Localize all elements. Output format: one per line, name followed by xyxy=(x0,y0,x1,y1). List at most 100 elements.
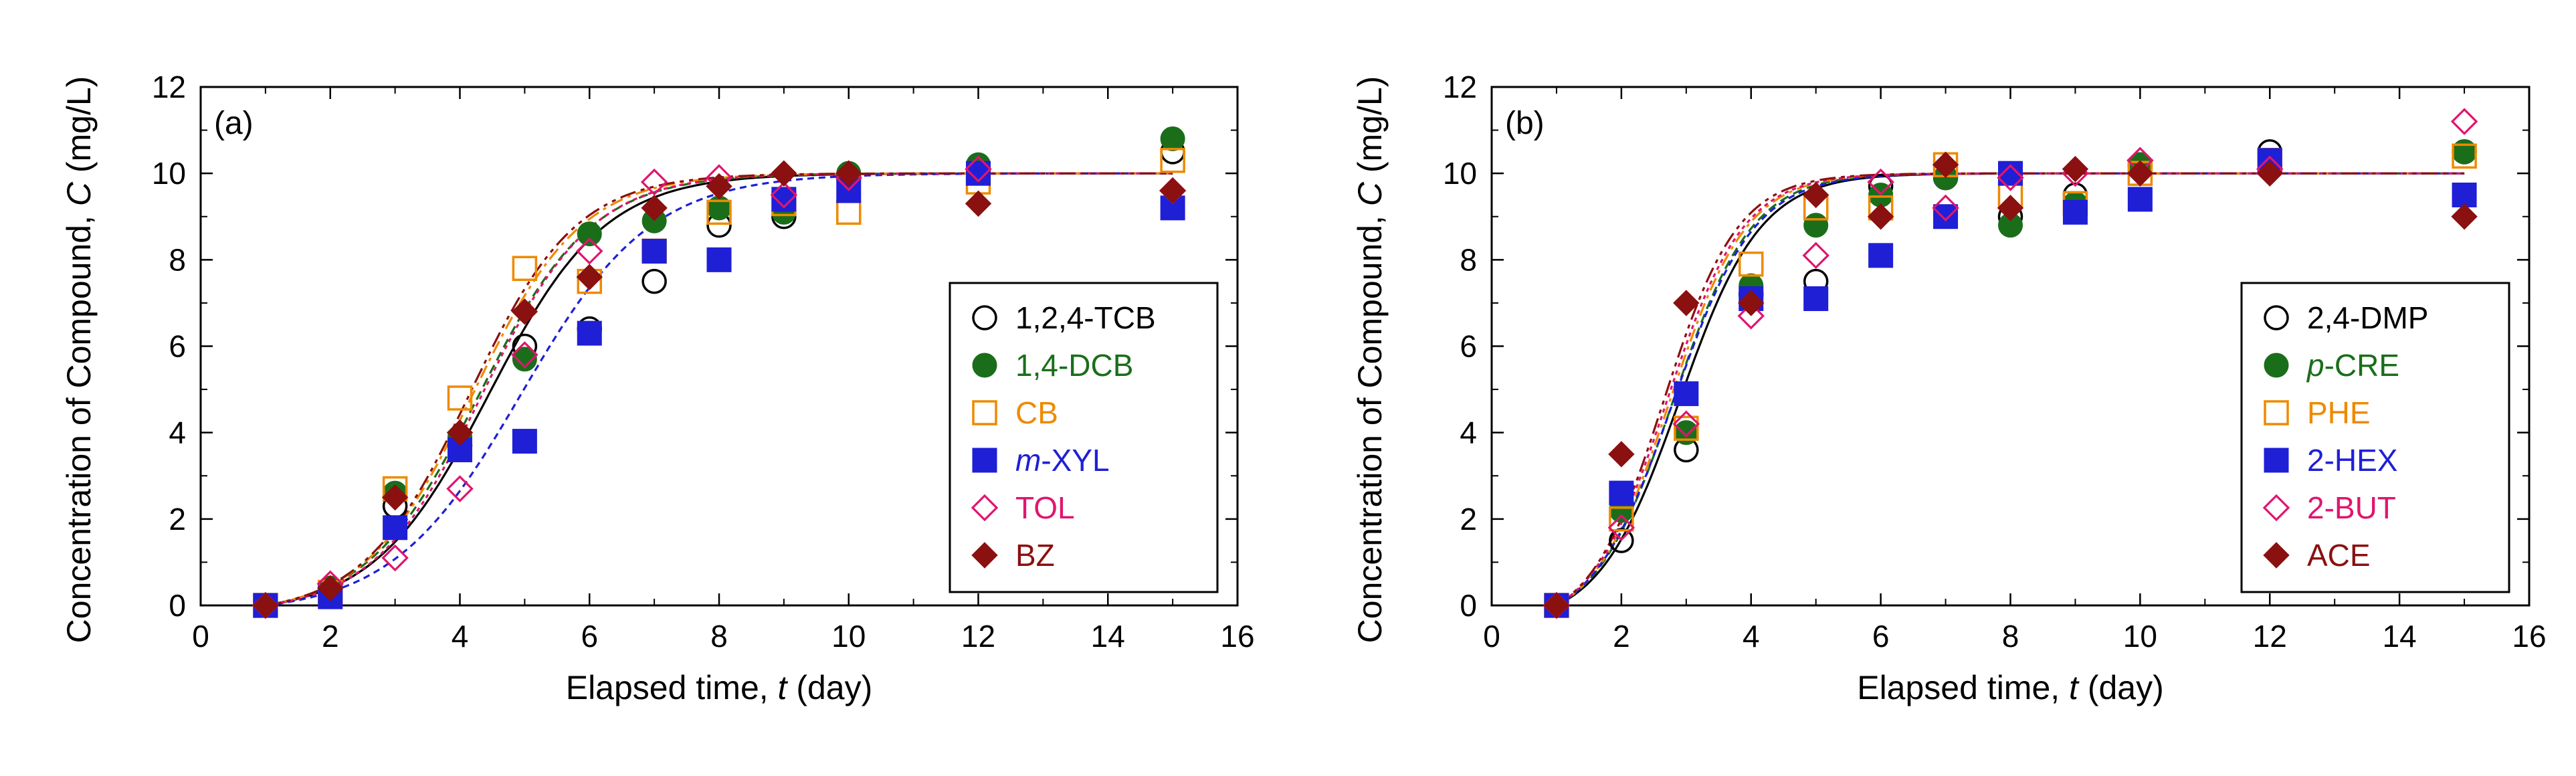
legend-label-PHE: PHE xyxy=(2307,395,2371,430)
data-point-2-HEX xyxy=(1933,204,1959,229)
data-point-ACE xyxy=(2451,203,2478,230)
data-point-2-BUT xyxy=(1932,194,1959,222)
x-tick-label: 10 xyxy=(2123,619,2157,654)
legend-marker-2,4-DMP xyxy=(2264,305,2289,330)
x-axis-label-text: Elapsed time, xyxy=(1857,669,2069,706)
data-point-CB xyxy=(1160,148,1185,173)
legend-label-text: PHE xyxy=(2307,395,2371,430)
data-point-m-XYL xyxy=(641,238,667,264)
legend-label-CB: CB xyxy=(1015,395,1058,430)
legend-label-TOL: TOL xyxy=(1015,490,1075,525)
x-axis-label-unit: (day) xyxy=(787,669,872,706)
data-point-2-BUT xyxy=(1997,164,2024,191)
legend-marker-p-CRE xyxy=(2264,353,2289,378)
x-axis-label: Elapsed time, t (day) xyxy=(566,669,873,706)
data-point-p-CRE xyxy=(1674,420,1699,446)
y-tick-label: 10 xyxy=(1443,156,1477,191)
y-tick-label: 12 xyxy=(1443,70,1477,104)
x-tick-label: 8 xyxy=(710,619,728,654)
legend-marker-CB xyxy=(972,400,997,425)
data-point-2-BUT xyxy=(1737,302,1765,330)
data-point-BZ xyxy=(771,160,797,187)
fit-curve-BZ xyxy=(265,172,1173,605)
y-axis-label-variable: C xyxy=(60,181,98,206)
x-axis-label-variable: t xyxy=(2069,669,2080,706)
series-ACE xyxy=(1543,151,2478,619)
data-point-ACE xyxy=(1997,195,2024,221)
y-axis-label-variable: C xyxy=(1351,181,1389,206)
data-point-BZ xyxy=(317,575,344,601)
legend-label-text: TOL xyxy=(1015,490,1075,525)
data-point-1,4-DCB xyxy=(512,347,537,372)
data-point-BZ xyxy=(965,190,992,217)
data-point-m-XYL xyxy=(512,429,537,454)
data-point-TOL xyxy=(381,544,409,572)
x-tick-label: 16 xyxy=(2512,619,2546,654)
data-point-CB xyxy=(447,385,473,411)
x-tick-label: 12 xyxy=(2253,619,2287,654)
legend-label-2,4-DMP: 2,4-DMP xyxy=(2307,300,2428,335)
chart-panel-b: 0 2 4 6 8 10 12 14 16 0 2 4 6 8 10 12 Elapsed time, t (d… xyxy=(1351,70,2547,706)
y-tick-label: 6 xyxy=(169,329,186,364)
legend-label-1,2,4-TCB: 1,2,4-TCB xyxy=(1015,300,1156,335)
legend-label-m-XYL: m-XYL xyxy=(1015,443,1110,478)
x-tick-label: 6 xyxy=(1872,619,1890,654)
chart-panel-a: 0 2 4 6 8 10 12 14 16 0 2 4 6 8 10 12 Elapsed time, t (d… xyxy=(60,70,1255,706)
data-point-2-HEX xyxy=(1803,286,1829,311)
x-tick-label: 12 xyxy=(961,619,995,654)
legend-label-text: BZ xyxy=(1015,538,1055,573)
legend-label-text: -CRE xyxy=(2324,348,2399,383)
data-point-1,4-DCB xyxy=(1160,126,1185,151)
data-point-ACE xyxy=(1543,592,1570,619)
legend-marker-ACE xyxy=(2263,542,2290,569)
data-point-2-BUT xyxy=(1607,514,1636,542)
legend-marker-TOL xyxy=(971,494,999,522)
data-point-BZ xyxy=(706,173,732,200)
legend: 1,2,4-TCB 1,4-DCB CB m-XYL TOL BZ xyxy=(949,282,1219,593)
legend-marker-m-XYL xyxy=(972,448,997,473)
x-tick-label: 14 xyxy=(1091,619,1125,654)
x-tick-label: 14 xyxy=(2383,619,2417,654)
data-point-BZ xyxy=(252,592,279,619)
data-point-ACE xyxy=(2126,160,2154,187)
x-axis-label: Elapsed time, t (day) xyxy=(1857,669,2164,706)
legend-marker-BZ xyxy=(971,542,998,569)
data-point-2-BUT xyxy=(2450,108,2478,135)
data-point-2-BUT xyxy=(1672,410,1700,438)
data-point-TOL xyxy=(446,475,474,502)
data-point-ACE xyxy=(1932,151,1959,178)
data-point-2-HEX xyxy=(2127,187,2153,212)
x-tick-label: 2 xyxy=(322,619,339,654)
legend-marker-1,4-DCB xyxy=(972,353,997,378)
data-point-TOL xyxy=(965,155,992,183)
legend-label-italic: m xyxy=(1015,443,1041,478)
data-point-m-XYL xyxy=(577,320,602,346)
x-axis-label-unit: (day) xyxy=(2078,669,2164,706)
data-point-PHE xyxy=(1609,506,1634,532)
legend-marker-PHE xyxy=(2264,400,2289,425)
legend-box xyxy=(949,282,1219,593)
legend-label-text: 1,4-DCB xyxy=(1015,348,1133,383)
data-point-ACE xyxy=(1608,441,1635,468)
legend-label-text: 2,4-DMP xyxy=(2307,300,2428,335)
panel-label: (a) xyxy=(214,106,254,141)
data-point-CB xyxy=(836,199,862,225)
legend-box xyxy=(2240,282,2510,593)
y-tick-label: 4 xyxy=(169,415,186,450)
legend-marker-1,2,4-TCB xyxy=(972,305,997,330)
data-point-BZ xyxy=(511,298,538,325)
x-tick-label: 10 xyxy=(831,619,866,654)
data-point-PHE xyxy=(1674,415,1699,441)
legend-label-text: 1,2,4-TCB xyxy=(1015,300,1156,335)
x-tick-label: 0 xyxy=(192,619,209,654)
legend-label-2-HEX: 2-HEX xyxy=(2307,443,2397,478)
data-point-BZ xyxy=(446,419,474,446)
data-point-p-CRE xyxy=(1803,213,1829,238)
y-axis-label: Concentration of Compound, C (mg/L) xyxy=(1351,76,1389,644)
data-point-ACE xyxy=(2062,156,2089,183)
x-tick-label: 8 xyxy=(2002,619,2019,654)
data-point-TOL xyxy=(770,181,798,209)
data-point-BZ xyxy=(641,195,668,221)
data-point-1,2,4-TCB xyxy=(641,268,667,294)
